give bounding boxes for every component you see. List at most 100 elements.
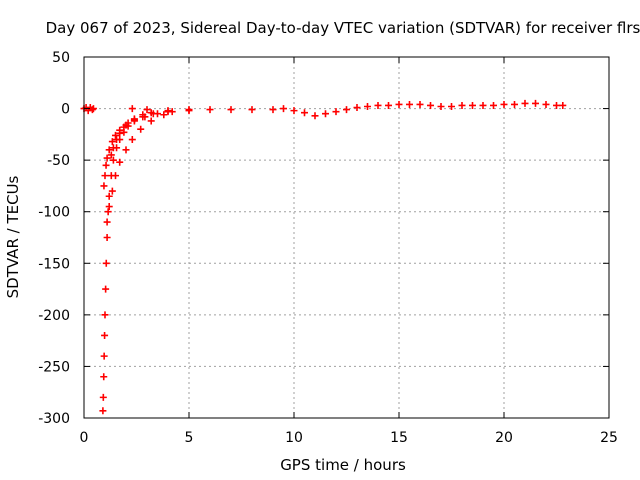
data-point — [332, 108, 340, 116]
data-point — [89, 105, 97, 113]
data-point — [185, 106, 193, 114]
y-tick-label: 0 — [61, 102, 70, 118]
data-point — [290, 107, 298, 115]
data-point — [490, 101, 497, 109]
data-point — [154, 110, 161, 118]
data-point — [458, 101, 466, 109]
axis-ticks: 0 5 10 15 20 25 50 0 -50 -100 -150 -200 -250 -300 — [38, 50, 618, 446]
data-point — [116, 129, 124, 137]
data-point — [107, 151, 115, 159]
data-point — [500, 100, 508, 108]
data-point — [130, 115, 138, 123]
data-point — [108, 138, 116, 146]
data-point — [108, 187, 116, 195]
x-tick-label: 5 — [185, 430, 194, 446]
data-point — [122, 146, 130, 154]
data-point — [120, 123, 128, 131]
data-point — [112, 131, 119, 139]
data-point — [99, 393, 107, 401]
data-segment — [80, 104, 97, 115]
x-tick-label: 10 — [285, 430, 303, 446]
y-tick-label: -250 — [38, 359, 70, 375]
data-point — [105, 192, 113, 200]
data-point — [448, 103, 455, 111]
data-point — [248, 106, 256, 114]
data-point — [437, 103, 445, 111]
data-point — [168, 108, 176, 116]
y-axis-label: SDTVAR / TECUs — [4, 175, 22, 298]
data-point — [102, 259, 110, 267]
data-segment — [99, 108, 172, 415]
data-point — [113, 136, 121, 144]
x-tick-label: 20 — [495, 430, 513, 446]
data-point — [137, 125, 145, 133]
data-point — [364, 103, 371, 111]
data-point — [343, 106, 350, 114]
data-point — [542, 100, 550, 108]
data-point — [102, 285, 110, 293]
data-point — [395, 100, 403, 108]
data-point — [206, 106, 214, 114]
data-point — [559, 101, 567, 109]
y-tick-label: -300 — [38, 411, 70, 427]
data-point — [100, 352, 108, 360]
y-tick-label: -150 — [38, 256, 70, 272]
y-tick-label: -200 — [38, 308, 70, 324]
data-point — [385, 101, 392, 109]
data-point — [103, 154, 111, 162]
data-point — [128, 105, 136, 113]
data-point — [469, 101, 476, 109]
data-point — [479, 101, 487, 109]
data-point — [99, 407, 107, 415]
data-point — [322, 110, 329, 118]
data-point — [112, 172, 119, 180]
data-point — [301, 109, 308, 117]
data-point — [147, 117, 155, 125]
data-point — [427, 101, 434, 109]
data-point — [269, 106, 277, 114]
data-point — [532, 99, 539, 107]
data-point — [521, 99, 529, 107]
data-point — [105, 203, 113, 211]
data-point — [128, 136, 136, 144]
plot-frame — [83, 56, 610, 419]
data-point — [374, 101, 382, 109]
data-point — [101, 172, 109, 180]
x-axis-label: GPS time / hours — [280, 456, 406, 474]
data-point — [100, 182, 108, 190]
data-point — [160, 111, 168, 119]
data-point — [105, 146, 113, 154]
data-segment — [107, 109, 155, 159]
x-tick-label: 15 — [390, 430, 408, 446]
data-point — [406, 100, 413, 108]
data-points — [80, 99, 567, 415]
data-point — [88, 106, 96, 114]
data-point — [139, 111, 147, 119]
data-point — [280, 105, 287, 113]
y-tick-label: -100 — [38, 205, 70, 221]
data-point — [147, 109, 155, 117]
data-point — [511, 100, 518, 108]
x-tick-label: 25 — [600, 430, 618, 446]
data-point — [109, 156, 117, 164]
data-point — [164, 107, 172, 115]
data-point — [104, 208, 112, 216]
data-point — [311, 112, 319, 120]
data-point — [109, 144, 117, 152]
gridlines — [84, 57, 609, 418]
data-point — [116, 158, 124, 166]
data-segment — [103, 111, 168, 226]
data-point — [227, 106, 235, 114]
data-point — [353, 104, 361, 112]
data-segment — [100, 107, 193, 190]
data-point — [553, 101, 560, 109]
y-tick-label: -50 — [47, 153, 70, 169]
data-point — [102, 161, 110, 169]
data-point — [143, 106, 151, 114]
data-point — [124, 119, 132, 127]
x-tick-label: 0 — [80, 430, 89, 446]
data-point — [101, 331, 109, 339]
chart-title: Day 067 of 2023, Sidereal Day-to-day VTE… — [46, 19, 640, 37]
data-point — [100, 373, 108, 381]
